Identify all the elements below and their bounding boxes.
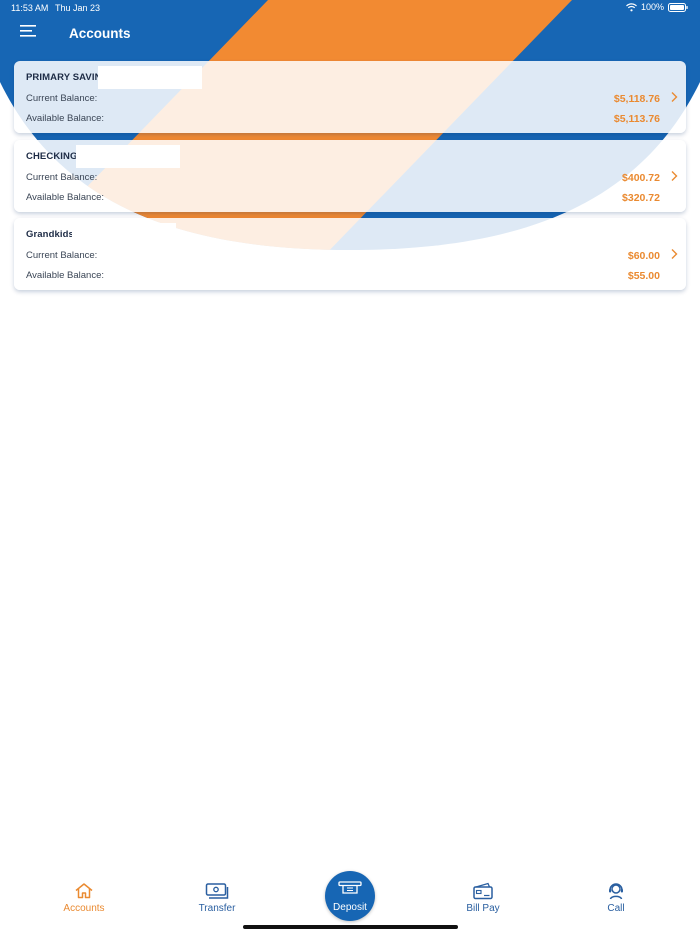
current-balance-label: Current Balance:	[26, 250, 98, 261]
tab-accounts[interactable]: Accounts	[39, 882, 129, 918]
tab-bill-pay[interactable]: Bill Pay	[438, 882, 528, 918]
account-card-checking[interactable]: CHECKING Current Balance: $400.72 Availa…	[14, 139, 686, 212]
battery-percent: 100%	[640, 2, 664, 12]
tab-label: Accounts	[63, 903, 105, 914]
home-icon	[75, 883, 93, 899]
available-balance-value: $5,113.76	[613, 113, 660, 125]
credit-card-icon	[473, 882, 493, 900]
accounts-list: PRIMARY SAVIN Current Balance: $5,118.76…	[14, 61, 686, 297]
available-balance-label: Available Balance:	[26, 113, 104, 124]
tab-transfer[interactable]: Transfer	[172, 882, 262, 918]
tab-label: Transfer	[198, 903, 236, 914]
battery-icon	[668, 2, 688, 12]
current-balance-label: Current Balance:	[26, 93, 98, 104]
chevron-right-icon	[671, 249, 678, 259]
tab-call[interactable]: Call	[571, 882, 661, 918]
money-transfer-icon	[205, 883, 229, 899]
redacted-account-number	[98, 66, 202, 89]
status-time: 11:53 AM	[11, 3, 49, 13]
account-card-primary-savings[interactable]: PRIMARY SAVIN Current Balance: $5,118.76…	[14, 61, 686, 133]
current-balance-value: $400.72	[622, 171, 660, 184]
headset-icon	[609, 883, 623, 900]
status-indicators: 100%	[626, 2, 688, 12]
tab-label: Bill Pay	[466, 903, 500, 914]
available-balance-label: Available Balance:	[26, 270, 104, 281]
account-name: CHECKING	[26, 150, 78, 162]
top-navigation-bar: Accounts	[0, 16, 700, 52]
current-balance-value: $60.00	[627, 250, 660, 262]
redacted-account-number	[76, 144, 180, 168]
check-deposit-icon	[338, 881, 362, 894]
deposit-button[interactable]: Deposit	[325, 871, 375, 921]
available-balance-value: $320.72	[622, 191, 660, 204]
bottom-tab-bar: Accounts Transfer Deposit	[0, 866, 700, 934]
account-card-grandkids[interactable]: Grandkids Current Balance: $60.00 Availa…	[14, 218, 686, 290]
available-balance-value: $55.00	[627, 270, 660, 282]
available-balance-label: Available Balance:	[26, 191, 104, 203]
current-balance-value: $5,118.76	[613, 93, 660, 105]
status-bar: 11:53 AM Thu Jan 23 100%	[0, 0, 700, 16]
redacted-account-number	[72, 223, 176, 246]
home-indicator	[243, 925, 458, 929]
wifi-icon	[626, 2, 637, 12]
current-balance-label: Current Balance:	[26, 171, 98, 183]
hamburger-menu-icon[interactable]	[20, 24, 42, 44]
account-name: Grandkids	[26, 229, 74, 240]
chevron-right-icon	[671, 92, 678, 102]
status-date: Thu Jan 23	[55, 3, 101, 13]
tab-label: Deposit	[333, 902, 367, 913]
tab-label: Call	[607, 903, 625, 914]
account-name: PRIMARY SAVIN	[26, 72, 102, 83]
page-title: Accounts	[69, 26, 131, 41]
chevron-right-icon	[671, 170, 678, 181]
